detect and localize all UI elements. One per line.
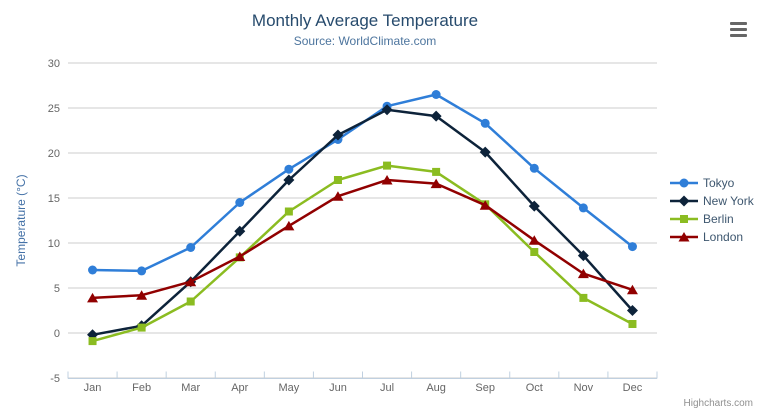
- data-point-london-may[interactable]: [283, 220, 295, 231]
- circle-marker-icon: [679, 178, 689, 188]
- highcharts-credit[interactable]: Highcharts.com: [683, 398, 753, 409]
- context-menu-button[interactable]: [730, 19, 750, 39]
- legend-marker-berlin: [670, 215, 698, 223]
- data-point-berlin-nov[interactable]: [579, 293, 588, 302]
- legend-marker-new-york: [670, 195, 698, 207]
- y-axis-label-15: 15: [48, 193, 60, 205]
- series-line-berlin[interactable]: [91, 164, 634, 343]
- x-axis-label-dec: Dec: [623, 382, 643, 394]
- x-axis-label-may: May: [278, 382, 299, 394]
- data-point-london-nov[interactable]: [577, 268, 589, 279]
- data-point-berlin-oct[interactable]: [530, 248, 539, 256]
- hamburger-icon: [730, 33, 747, 37]
- data-point-london-dec[interactable]: [626, 284, 638, 295]
- y-axis-title: Temperature (°C): [14, 174, 28, 266]
- x-axis-label-oct: Oct: [526, 382, 543, 394]
- data-point-tokyo-sep[interactable]: [480, 118, 490, 128]
- series-line-london[interactable]: [91, 178, 634, 300]
- chart-subtitle: Source: WorldClimate.com: [293, 34, 437, 48]
- data-point-tokyo-oct[interactable]: [529, 163, 539, 173]
- data-point-berlin-mar[interactable]: [186, 297, 195, 306]
- y-axis-label-30: 30: [48, 58, 60, 70]
- data-point-new-york-dec[interactable]: [626, 305, 638, 316]
- data-point-tokyo-mar[interactable]: [186, 243, 196, 252]
- data-point-berlin-may[interactable]: [284, 207, 293, 216]
- data-point-tokyo-may[interactable]: [284, 164, 294, 174]
- data-point-new-york-jul[interactable]: [381, 104, 393, 116]
- y-axis-label-0: 0: [54, 328, 60, 340]
- y-axis-label-20: 20: [48, 148, 60, 160]
- data-point-new-york-oct[interactable]: [528, 200, 540, 212]
- y-axis-label--5: -5: [50, 373, 60, 385]
- legend-label-tokyo: Tokyo: [703, 176, 735, 190]
- diamond-marker-icon: [678, 195, 690, 207]
- y-axis-label-5: 5: [54, 283, 60, 295]
- data-point-london-jul[interactable]: [381, 175, 393, 185]
- data-point-london-sep[interactable]: [479, 200, 491, 210]
- legend-label-berlin: Berlin: [703, 212, 734, 226]
- data-point-new-york-nov[interactable]: [577, 250, 589, 262]
- data-point-tokyo-apr[interactable]: [235, 198, 245, 207]
- x-axis-label-nov: Nov: [574, 382, 594, 394]
- data-point-london-jan[interactable]: [87, 292, 99, 303]
- legend-label-new-york: New York: [703, 194, 754, 208]
- legend-item-london[interactable]: London: [670, 228, 754, 246]
- legend: Tokyo New York Berlin London: [670, 174, 754, 246]
- data-point-london-mar[interactable]: [185, 276, 197, 287]
- x-axis-label-sep: Sep: [475, 382, 495, 394]
- data-point-new-york-apr[interactable]: [234, 225, 246, 237]
- y-axis-label-25: 25: [48, 103, 60, 115]
- legend-item-new-york[interactable]: New York: [670, 192, 754, 210]
- chart-title: Monthly Average Temperature: [251, 11, 479, 30]
- data-point-new-york-may[interactable]: [283, 174, 295, 186]
- data-point-london-jun[interactable]: [332, 191, 344, 201]
- data-point-tokyo-feb[interactable]: [137, 266, 147, 276]
- data-point-new-york-jun[interactable]: [332, 129, 344, 141]
- hamburger-icon: [730, 27, 747, 31]
- legend-item-tokyo[interactable]: Tokyo: [670, 174, 754, 192]
- data-point-berlin-jul[interactable]: [383, 161, 392, 170]
- data-point-tokyo-nov[interactable]: [578, 203, 588, 213]
- x-axis-label-jan: Jan: [84, 382, 102, 394]
- data-point-tokyo-dec[interactable]: [627, 242, 637, 252]
- data-point-tokyo-aug[interactable]: [431, 90, 441, 99]
- data-point-new-york-aug[interactable]: [430, 110, 442, 122]
- square-marker-icon: [680, 215, 688, 223]
- x-axis-label-jul: Jul: [380, 382, 394, 394]
- data-point-tokyo-jan[interactable]: [88, 265, 98, 275]
- triangle-marker-icon: [678, 232, 690, 242]
- data-point-berlin-jan[interactable]: [88, 337, 97, 346]
- x-axis-label-feb: Feb: [132, 382, 151, 394]
- data-point-berlin-jun[interactable]: [333, 176, 342, 184]
- data-point-london-oct[interactable]: [528, 235, 540, 245]
- data-point-berlin-aug[interactable]: [432, 167, 441, 176]
- data-point-berlin-feb[interactable]: [137, 323, 146, 332]
- legend-marker-london: [670, 232, 698, 242]
- legend-marker-tokyo: [670, 178, 698, 188]
- x-axis-label-jun: Jun: [329, 382, 347, 394]
- hamburger-icon: [730, 21, 747, 25]
- data-point-london-apr[interactable]: [234, 251, 246, 262]
- data-point-london-aug[interactable]: [430, 178, 442, 189]
- data-point-berlin-dec[interactable]: [628, 320, 637, 328]
- x-axis-label-mar: Mar: [181, 382, 200, 394]
- legend-label-london: London: [703, 230, 744, 244]
- data-point-london-feb[interactable]: [136, 290, 148, 300]
- data-point-new-york-sep[interactable]: [479, 146, 491, 158]
- x-axis-label-aug: Aug: [426, 382, 446, 394]
- legend-item-berlin[interactable]: Berlin: [670, 210, 754, 228]
- y-axis-label-10: 10: [48, 238, 60, 250]
- x-axis-label-apr: Apr: [231, 382, 248, 394]
- series-line-new-york[interactable]: [91, 108, 634, 337]
- series-line-tokyo[interactable]: [91, 93, 634, 273]
